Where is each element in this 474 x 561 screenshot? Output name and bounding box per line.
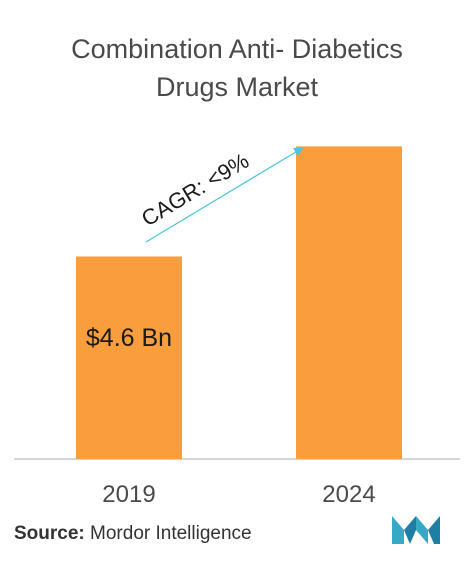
source-text: Mordor Intelligence [90,523,252,544]
source-note: Source: Mordor Intelligence [14,523,252,545]
chart-title-line-2: Drugs Market [155,72,319,102]
chart-title: Combination Anti- Diabetics Drugs Market [0,30,474,106]
chart-title-line-1: Combination Anti- Diabetics [71,34,403,64]
cagr-arrow-head [293,147,304,156]
cagr-annotation: CAGR: <9% [137,148,253,231]
source-label: Source: [14,523,85,544]
x-tick-label: 2024 [322,481,375,508]
bar-2024 [296,146,402,459]
mordor-intelligence-logo-icon [392,516,440,544]
data-label: $4.6 Bn [86,324,172,352]
cagr-arrow-line [145,148,301,243]
x-tick-label: 2019 [102,481,155,508]
bar-2019 [76,256,182,459]
